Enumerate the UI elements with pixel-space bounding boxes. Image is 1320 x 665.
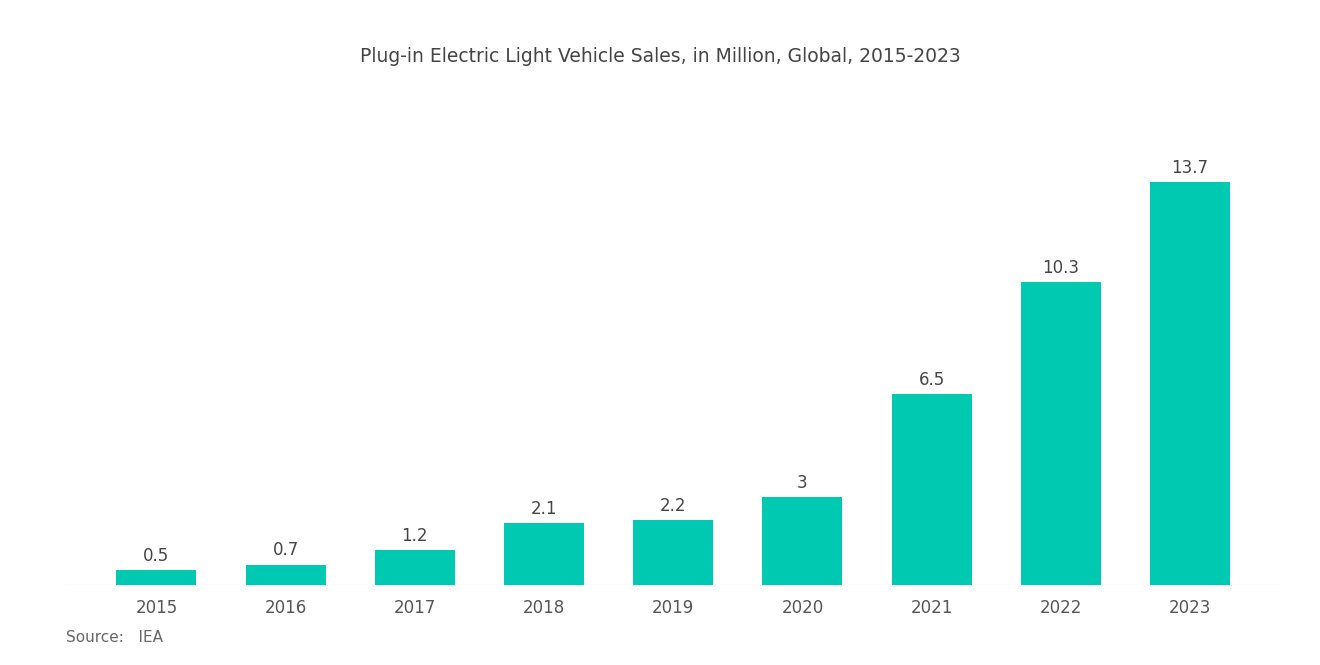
Bar	[1150, 182, 1230, 585]
Bar	[246, 565, 326, 585]
Text: Source:   IEA: Source: IEA	[66, 630, 162, 645]
Text: 0.7: 0.7	[272, 541, 298, 559]
Bar	[891, 394, 972, 585]
Text: 2.2: 2.2	[660, 497, 686, 515]
Text: 0.5: 0.5	[144, 547, 169, 565]
Bar	[375, 550, 455, 585]
Bar	[763, 497, 842, 585]
Bar	[1020, 282, 1101, 585]
Text: 3: 3	[797, 473, 808, 491]
Text: 6.5: 6.5	[919, 370, 945, 388]
Text: 13.7: 13.7	[1171, 159, 1209, 177]
Bar	[634, 521, 713, 585]
Text: Plug-in Electric Light Vehicle Sales, in Million, Global, 2015-2023: Plug-in Electric Light Vehicle Sales, in…	[359, 47, 961, 66]
Text: 10.3: 10.3	[1043, 259, 1080, 277]
Text: 1.2: 1.2	[401, 527, 428, 545]
Bar	[116, 571, 197, 585]
Text: 2.1: 2.1	[531, 500, 557, 518]
Bar	[504, 523, 583, 585]
